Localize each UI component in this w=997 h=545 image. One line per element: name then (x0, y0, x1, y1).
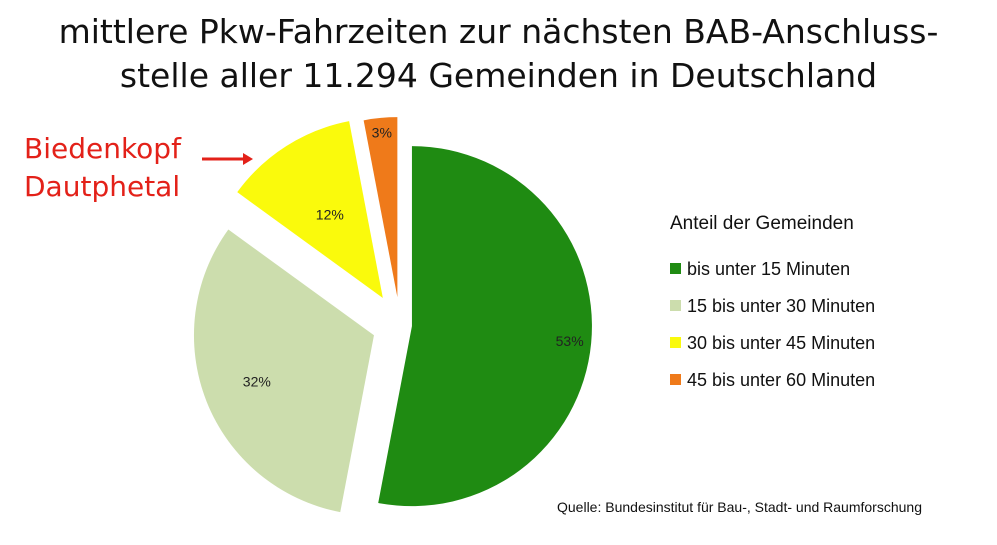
chart-title-line-1: mittlere Pkw-Fahrzeiten zur nächsten BAB… (58, 12, 939, 51)
arrow-right-icon (202, 153, 253, 165)
annotation-line-2: Dautphetal (24, 170, 181, 203)
slice-label-3: 12% (316, 206, 344, 222)
legend-label-2: 15 bis unter 30 Minuten (687, 296, 876, 316)
legend-item-3: 30 bis unter 45 Minuten (670, 332, 875, 354)
legend-swatch-1 (670, 262, 681, 274)
slice-label-4: 3% (372, 124, 392, 140)
slice-label-1: 53% (556, 333, 584, 349)
pie-slice-4 (363, 117, 398, 298)
legend-label-3: 30 bis unter 45 Minuten (687, 333, 876, 353)
pie-slice-1 (378, 146, 592, 507)
annotation-line-1: Biedenkopf (24, 132, 181, 165)
pie-slice-2 (193, 229, 374, 513)
source-note: Quelle: Bundesinstitut für Bau-, Stadt- … (557, 499, 922, 515)
legend-item-2: 15 bis unter 30 Minuten (670, 295, 875, 317)
legend-title: Anteil der Gemeinden (670, 213, 854, 234)
legend-swatch-4 (670, 373, 681, 385)
slice-label-2: 32% (243, 374, 271, 390)
annotation-label: Biedenkopf Dautphetal (24, 130, 181, 206)
legend-item-4: 45 bis unter 60 Minuten (670, 369, 875, 391)
legend-swatch-2 (670, 299, 681, 311)
chart-title-line-2: stelle aller 11.294 Gemeinden in Deutsch… (119, 56, 878, 95)
legend-swatch-3 (670, 336, 681, 348)
pie-slice-3 (237, 121, 383, 298)
legend-item-1: bis unter 15 Minuten (670, 258, 850, 280)
legend-label-4: 45 bis unter 60 Minuten (687, 370, 876, 390)
legend-label-1: bis unter 15 Minuten (687, 259, 851, 279)
